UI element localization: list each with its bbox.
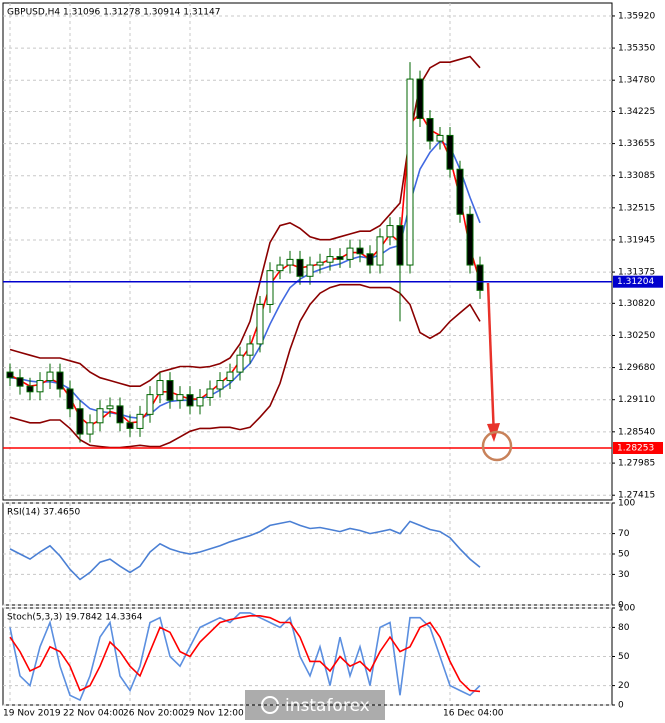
forecast-arrow [486, 282, 496, 439]
y-tick-label: 1.27985 [618, 459, 655, 469]
candle-body [456, 168, 464, 215]
candle-body [426, 118, 434, 142]
candle-body [16, 377, 24, 387]
line-series [9, 283, 481, 449]
candle-body [216, 380, 224, 390]
candle-body [116, 405, 124, 424]
candle-body [326, 256, 334, 263]
y-tick-label: 1.28540 [618, 427, 655, 437]
candle-body [36, 380, 44, 393]
x-tick-label: 29 Nov 12:00 [183, 709, 244, 719]
panel-frame [2, 2, 613, 501]
panel-title: GBPUSD,H4 1.31096 1.31278 1.30914 1.3114… [7, 8, 220, 18]
candle-body [66, 388, 74, 410]
target-circle [481, 430, 513, 462]
candle-body [76, 408, 84, 435]
y-tick-label: 1.30250 [618, 331, 655, 341]
candle-body [386, 225, 394, 238]
candle-body [266, 270, 274, 305]
candle-body [136, 413, 144, 429]
candle-body [156, 380, 164, 396]
price-label-box [613, 275, 663, 288]
candle-body [46, 371, 54, 382]
y-tick-label: 100 [618, 604, 635, 614]
candle-body [176, 394, 184, 401]
candle-body [236, 354, 244, 373]
y-tick-label: 1.32515 [618, 203, 655, 213]
candle-body [376, 236, 384, 266]
y-tick-label: 1.35350 [618, 44, 655, 54]
y-tick-label: 1.29110 [618, 395, 655, 405]
y-tick-label: 70 [618, 529, 630, 539]
panel-title: RSI(14) 37.4650 [7, 508, 80, 518]
y-tick-label: 1.31375 [618, 268, 655, 278]
y-tick-label: 1.31945 [618, 235, 655, 245]
y-tick-label: 1.34225 [618, 107, 655, 117]
y-tick-label: 1.29680 [618, 363, 655, 373]
candle-body [286, 258, 294, 266]
candle-body [306, 264, 314, 277]
y-tick-label: 1.35920 [618, 11, 655, 21]
candle-body [26, 385, 34, 393]
x-tick-label: 22 Nov 04:00 [63, 709, 124, 719]
candle-body [466, 213, 474, 266]
x-tick-label: 19 Nov 2019 [3, 709, 61, 719]
y-tick-label: 100 [618, 499, 635, 509]
candle-body [186, 394, 194, 407]
candle-body [356, 247, 364, 255]
x-tick-label: 16 Dec 04:00 [443, 709, 504, 719]
candle-body [416, 78, 424, 120]
candle-body [366, 253, 374, 266]
candle-body [256, 303, 264, 345]
line-series [9, 520, 481, 581]
y-tick-label: 50 [618, 550, 630, 560]
candle-body [246, 343, 254, 356]
price-label: 1.31204 [617, 277, 654, 287]
y-tick-label: 1.27415 [618, 491, 655, 501]
candle-body [336, 256, 344, 260]
y-tick-label: 30 [618, 570, 630, 580]
candle-body [56, 371, 64, 390]
candle-body [126, 422, 134, 429]
candle-body [316, 261, 324, 266]
line-series [9, 612, 481, 702]
watermark-text: instaforex [285, 696, 370, 716]
panel-title: Stoch(5,3,3) 19.7842 14.3364 [7, 613, 143, 623]
candle-body [226, 371, 234, 382]
candle-body [276, 264, 284, 272]
y-tick-label: 1.30820 [618, 299, 655, 309]
candle-body [6, 371, 14, 379]
candle-body [346, 247, 354, 260]
line-series [9, 55, 481, 387]
price-label-box [613, 441, 663, 454]
line-series [9, 615, 481, 693]
candle-body [406, 78, 414, 266]
candle-body [436, 134, 444, 142]
candle-body [446, 134, 454, 170]
candle-body [146, 394, 154, 415]
y-tick-label: 1.34780 [618, 76, 655, 86]
candle-body [206, 388, 214, 398]
y-tick-label: 0 [618, 701, 624, 711]
y-tick-label: 1.33655 [618, 139, 655, 149]
y-tick-label: 0 [618, 601, 624, 611]
candle-body [296, 258, 304, 277]
candle-body [166, 380, 174, 401]
candle-body [196, 396, 204, 407]
candle-body [86, 422, 94, 435]
y-tick-label: 1.33085 [618, 171, 655, 181]
x-tick-label: 26 Nov 20:00 [123, 709, 184, 719]
candle-body [476, 264, 484, 291]
candle-body [96, 408, 104, 424]
candle-body [106, 405, 114, 410]
candle-body [396, 225, 404, 266]
y-tick-label: 50 [618, 652, 630, 662]
y-tick-label: 20 [618, 681, 630, 691]
y-tick-label: 80 [618, 623, 630, 633]
price-label: 1.28253 [617, 443, 654, 453]
